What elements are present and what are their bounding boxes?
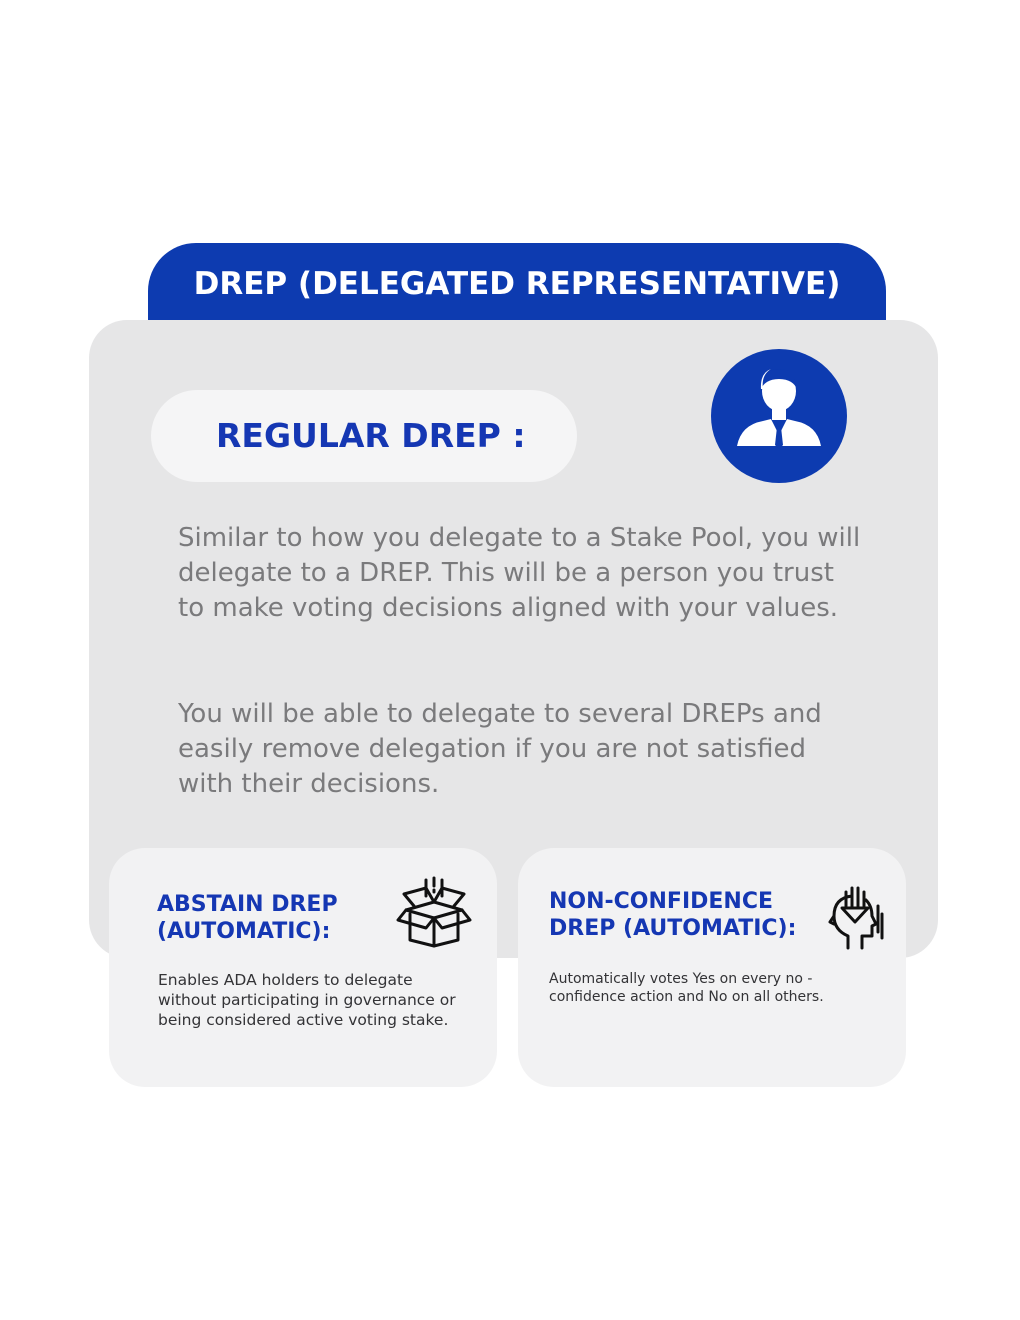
abstain-drep-title-line-2: (AUTOMATIC): [157, 919, 331, 944]
page-title: DREP (DELEGATED REPRESENTATIVE) [193, 266, 841, 302]
open-box-icon [396, 876, 472, 948]
head-down-arrow-icon [828, 886, 884, 950]
non-confidence-drep-card [518, 848, 906, 1087]
abstain-drep-title: ABSTAIN DREP (AUTOMATIC): [157, 891, 377, 945]
regular-drep-title: REGULAR DREP : [216, 416, 526, 455]
non-confidence-drep-title-line-2: DREP (AUTOMATIC): [549, 916, 797, 941]
regular-drep-pill [151, 390, 577, 482]
regular-drep-paragraph-1: Similar to how you delegate to a Stake P… [178, 523, 861, 623]
person-with-tie-icon [711, 349, 847, 483]
abstain-drep-card [109, 848, 497, 1087]
header-tab [148, 243, 886, 335]
non-confidence-drep-title: NON-CONFIDENCE DREP (AUTOMATIC): [549, 888, 819, 942]
non-confidence-drep-description: Automatically votes Yes on every no -con… [549, 971, 824, 1005]
abstain-drep-title-line-1: ABSTAIN DREP [157, 892, 338, 917]
non-confidence-drep-title-line-1: NON-CONFIDENCE [549, 889, 774, 914]
regular-drep-paragraph-2: You will be able to delegate to several … [178, 699, 822, 799]
abstain-drep-description: Enables ADA holders to delegate without … [158, 971, 456, 1029]
